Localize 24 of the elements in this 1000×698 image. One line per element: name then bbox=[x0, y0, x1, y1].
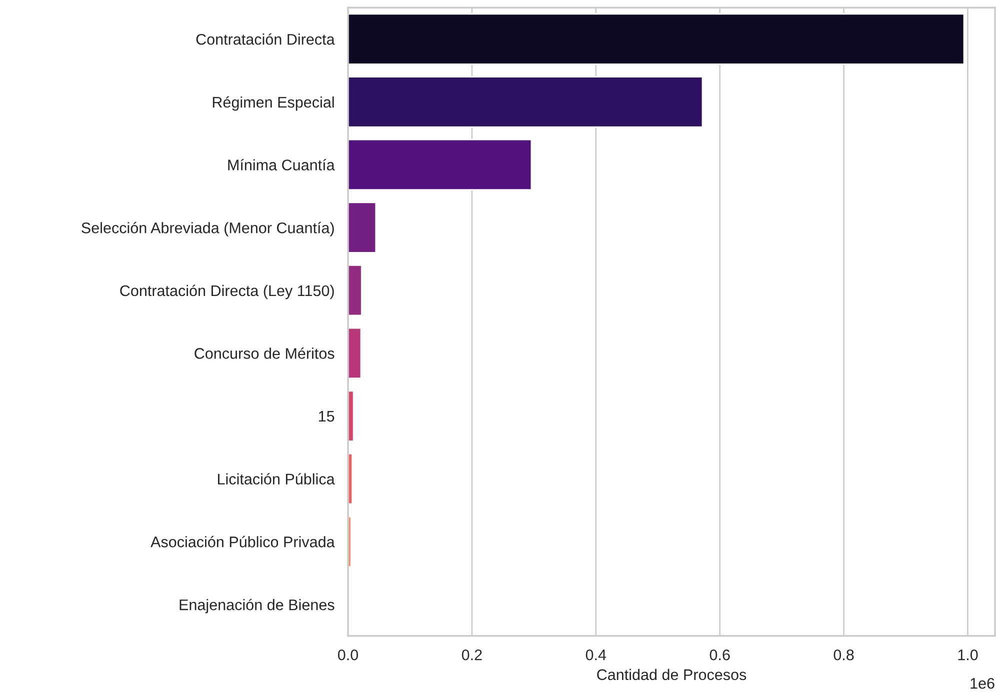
y-tick-label: Enajenación de Bienes bbox=[180, 598, 334, 614]
bar bbox=[348, 13, 965, 65]
y-tick-label: Contratación Directa bbox=[196, 33, 335, 45]
x-axis-title: Cantidad de Procesos bbox=[597, 668, 746, 680]
y-tick-label: Mínima Cuantía bbox=[228, 159, 335, 170]
x-tick-label: 0.6 bbox=[710, 649, 730, 660]
x-tick-label: 0.4 bbox=[586, 649, 606, 660]
x-tick-label: 0.0 bbox=[338, 649, 358, 660]
y-tick-label: Selección Abreviada (Menor Cuantía) bbox=[82, 222, 334, 236]
y-tick-label: Concurso de Méritos bbox=[194, 347, 334, 359]
y-tick-label: Régimen Especial bbox=[212, 96, 334, 111]
y-tick-label: Contratación Directa (Ley 1150) bbox=[120, 284, 334, 300]
y-tick-label: 15 bbox=[318, 411, 334, 422]
bar bbox=[348, 264, 362, 316]
y-tick-label: Asociación Público Privada bbox=[150, 536, 335, 548]
bar bbox=[348, 76, 704, 128]
text: 1e6 bbox=[970, 678, 994, 689]
x-tick-label: 0.8 bbox=[834, 649, 854, 660]
bar bbox=[348, 202, 377, 254]
bar bbox=[348, 138, 532, 191]
x-tick-label: 0.2 bbox=[462, 649, 482, 660]
bar bbox=[348, 327, 362, 380]
y-tick-label: Licitación Pública bbox=[218, 473, 335, 485]
x-tick-label: 1.0 bbox=[958, 649, 978, 660]
